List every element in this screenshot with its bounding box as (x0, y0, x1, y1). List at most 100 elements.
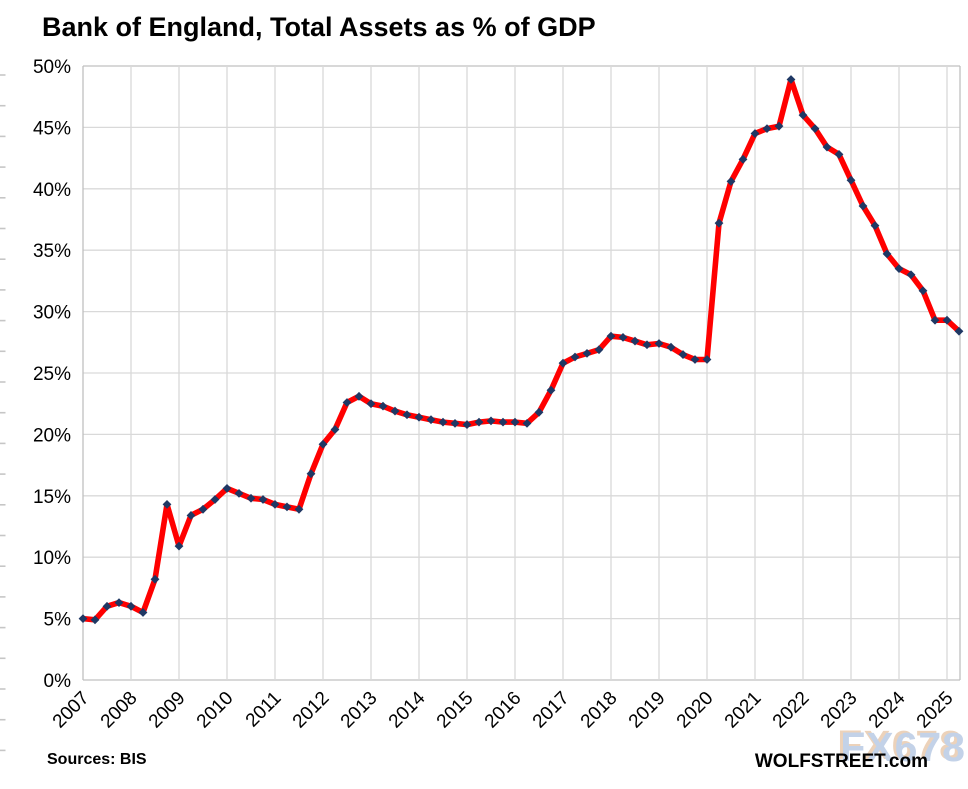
series-line (80, 76, 962, 623)
x-tick-label: 2020 (673, 688, 718, 733)
data-point-marker (606, 331, 616, 341)
x-tick-label: 2025 (913, 688, 958, 733)
x-tick-label: 2008 (97, 688, 142, 733)
y-tick-label: 10% (33, 548, 71, 569)
y-tick-label: 15% (33, 487, 71, 508)
data-point-marker (90, 615, 100, 625)
data-point-marker (186, 511, 196, 520)
data-point-marker (798, 110, 808, 120)
x-tick-label: 2023 (817, 688, 862, 733)
data-point-marker (78, 614, 88, 623)
data-point-marker (282, 502, 292, 512)
data-point-marker (906, 270, 916, 280)
data-point-marker (858, 201, 868, 211)
data-point-marker (330, 425, 340, 434)
data-point-marker (834, 150, 844, 159)
data-point-marker (726, 177, 736, 186)
y-tick-label: 30% (33, 303, 71, 324)
data-point-marker (366, 399, 376, 409)
data-point-marker (882, 249, 892, 259)
y-tick-label: 20% (33, 425, 71, 446)
data-point-marker (534, 407, 544, 417)
x-tick-label: 2018 (577, 688, 622, 733)
y-axis-minor-ticks (0, 74, 6, 752)
data-point-marker (162, 499, 172, 509)
x-tick-label: 2007 (49, 688, 94, 733)
x-tick-label: 2011 (242, 688, 286, 732)
x-tick-label: 2017 (529, 688, 574, 733)
y-tick-label: 5% (44, 610, 72, 631)
y-tick-label: 50% (33, 57, 71, 78)
data-point-marker (174, 541, 184, 551)
data-point-marker (354, 391, 364, 401)
data-point-marker (450, 418, 460, 428)
data-point-marker (570, 352, 580, 362)
data-point-marker (750, 129, 760, 138)
data-point-marker (594, 345, 604, 355)
data-point-marker (102, 601, 112, 611)
data-point-marker (918, 286, 928, 296)
data-point-marker (126, 601, 136, 611)
data-point-marker (498, 417, 508, 427)
data-point-marker (270, 499, 280, 509)
y-tick-label: 35% (33, 241, 71, 262)
brand-label: WOLFSTREET.com (754, 751, 928, 772)
data-point-marker (678, 350, 688, 359)
x-tick-label: 2015 (433, 688, 478, 733)
x-tick-label: 2010 (193, 688, 238, 733)
data-point-marker (426, 415, 436, 425)
data-point-marker (114, 598, 124, 608)
data-point-marker (306, 469, 316, 479)
x-axis-labels: 2007 2008 2009 2010 2011 2012 2013 2014 2015 2016… (49, 687, 958, 732)
data-point-marker (342, 398, 352, 407)
y-tick-label: 25% (33, 364, 71, 385)
sources-label: Sources: BIS (47, 751, 147, 768)
y-tick-label: 0% (44, 671, 72, 692)
watermark-text: FX678 (840, 724, 966, 770)
y-axis-labels: 0% 5% 10% 15% 20% 25% 30% 35% 40% 45% 50% (33, 57, 71, 692)
data-point-marker (558, 358, 568, 368)
data-point-marker (402, 410, 412, 420)
data-point-marker (942, 315, 952, 325)
x-tick-label: 2013 (337, 688, 382, 733)
data-point-marker (582, 348, 592, 358)
data-point-marker (234, 488, 244, 498)
x-tick-label: 2019 (625, 688, 670, 733)
data-point-marker (462, 420, 472, 429)
data-point-marker (438, 417, 448, 427)
data-point-marker (150, 574, 160, 584)
data-point-marker (846, 175, 856, 185)
x-tick-label: 2009 (145, 688, 190, 733)
horizontal-gridlines (83, 65, 960, 681)
data-point-marker (654, 339, 664, 348)
data-point-marker (474, 417, 484, 427)
data-point-marker (630, 336, 640, 346)
data-point-marker (618, 332, 628, 342)
data-point-marker (138, 608, 148, 617)
vertical-gridlines (82, 66, 961, 680)
data-point-marker (546, 385, 556, 395)
data-point-marker (810, 124, 820, 134)
data-points (78, 75, 964, 625)
x-tick-label: 2024 (865, 687, 910, 732)
data-point-marker (894, 264, 904, 274)
data-point-marker (390, 406, 400, 416)
data-point-marker (954, 326, 964, 336)
data-point-marker (294, 504, 304, 514)
data-point-marker (738, 154, 748, 164)
data-point-marker (522, 418, 532, 428)
x-tick-label: 2022 (769, 688, 814, 733)
x-tick-label: 2014 (385, 687, 430, 732)
y-tick-label: 40% (33, 180, 71, 201)
data-point-marker (930, 315, 940, 325)
data-point-marker (414, 412, 424, 422)
data-point-marker (762, 124, 772, 134)
data-point-marker (774, 121, 784, 131)
chart-title: Bank of England, Total Assets as % of GD… (42, 12, 596, 42)
data-point-marker (666, 342, 676, 352)
data-point-marker (786, 75, 796, 84)
data-point-marker (198, 504, 208, 514)
data-point-marker (378, 401, 388, 411)
y-tick-label: 45% (33, 118, 71, 139)
x-tick-label: 2016 (481, 688, 526, 733)
